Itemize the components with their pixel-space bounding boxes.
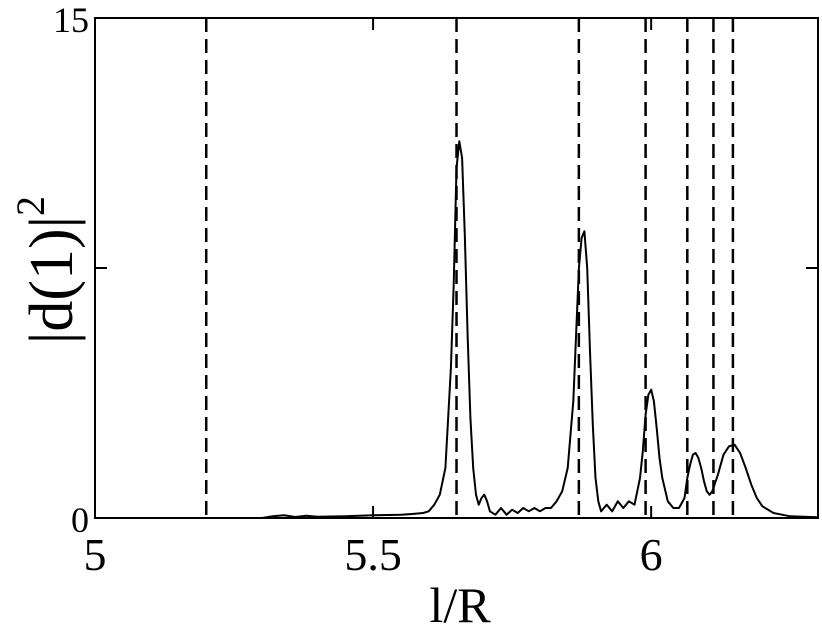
y-tick-label-2: 15	[53, 0, 89, 40]
x-tick-label-2: 6	[640, 529, 663, 580]
x-tick-label-1: 5.5	[344, 529, 402, 580]
series-line-0	[95, 140, 819, 519]
plot-frame	[94, 17, 819, 519]
y-axis-label-text: |d(1)|	[18, 216, 86, 344]
x-axis-label: l/R	[429, 577, 491, 625]
y-tick-label-0: 0	[71, 500, 89, 540]
y-axis-label-exponent: 2	[8, 196, 53, 216]
series-layer	[95, 140, 819, 519]
y-tick-labels: 0 15	[53, 0, 89, 540]
y-axis-label: |d(1)|2	[8, 196, 86, 344]
dashed-reference-lines	[204, 18, 735, 518]
x-tick-label-0: 5	[84, 529, 107, 580]
x-tick-labels: 5 5.5 6	[84, 529, 663, 580]
